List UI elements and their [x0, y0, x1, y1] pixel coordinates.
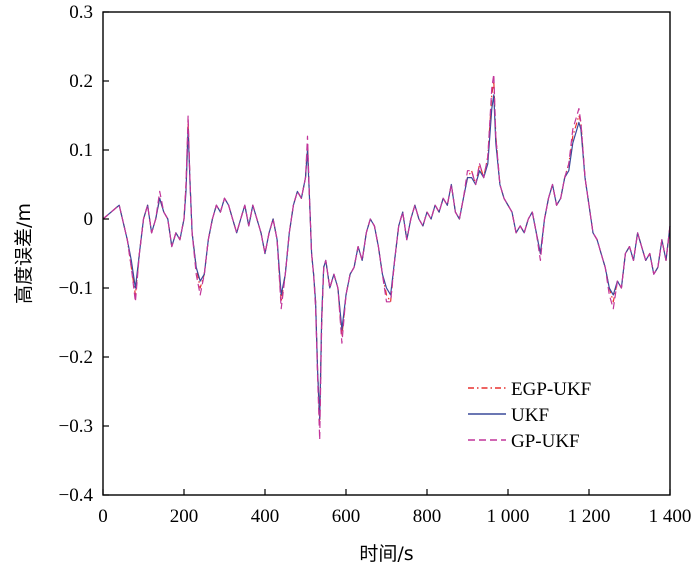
- y-tick-label: −0.1: [59, 278, 93, 299]
- x-tick-label: 1 200: [568, 506, 611, 527]
- y-tick-label: −0.2: [59, 347, 93, 368]
- legend-label-gp-ukf: GP-UKF: [511, 431, 580, 452]
- series-line-gp-ukf: [102, 73, 671, 441]
- ticks-layer: 0 200 400 600 800 1 000 1 200 1 400 −0.4 −0.3 −0.2…: [59, 2, 692, 527]
- series-line-ukf: [102, 94, 671, 420]
- y-tick-label: −0.3: [59, 416, 93, 437]
- y-tick-label: −0.4: [59, 485, 94, 506]
- y-tick-label: 0.3: [69, 2, 93, 23]
- x-tick-label: 0: [98, 506, 108, 527]
- x-tick-label: 800: [413, 506, 442, 527]
- y-axis-label: 高度误差/m: [13, 203, 35, 304]
- x-tick-label: 600: [332, 506, 361, 527]
- y-tick-label: 0.2: [69, 71, 93, 92]
- plot-frame: [102, 11, 671, 496]
- x-tick-label: 400: [251, 506, 280, 527]
- x-tick-label: 1 000: [487, 506, 530, 527]
- y-tick-label: 0: [84, 209, 94, 230]
- legend-label-ukf: UKF: [511, 405, 549, 426]
- series-layer: [102, 73, 671, 441]
- x-tick-label: 1 400: [649, 506, 692, 527]
- x-tick-label: 200: [170, 506, 199, 527]
- legend: EGP-UKF UKF GP-UKF: [468, 379, 591, 452]
- x-axis-label: 时间/s: [359, 543, 413, 565]
- y-tick-label: 0.1: [69, 140, 93, 161]
- legend-label-egp-ukf: EGP-UKF: [511, 379, 591, 400]
